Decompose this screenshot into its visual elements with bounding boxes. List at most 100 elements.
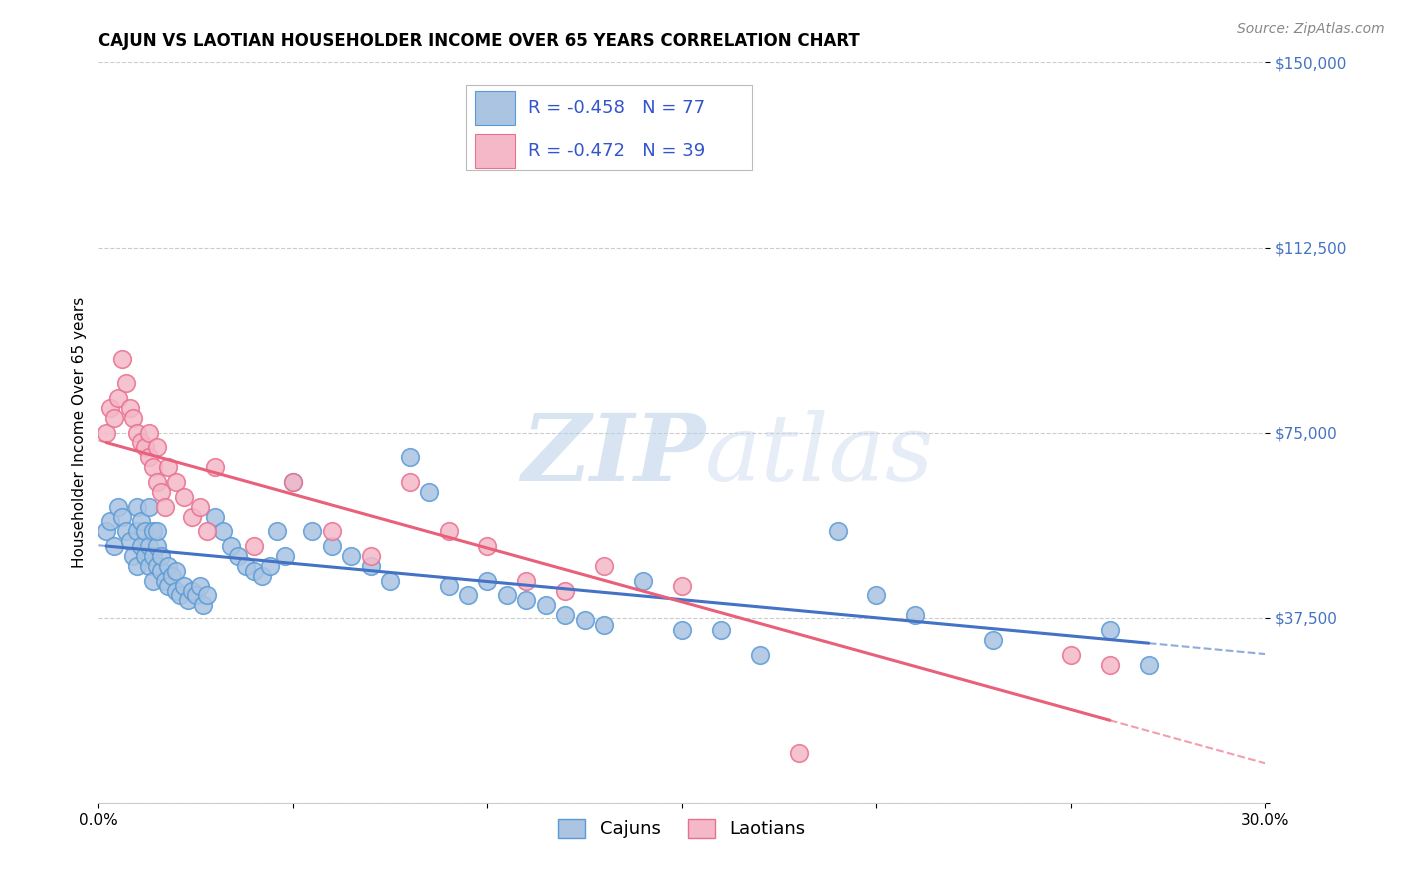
Text: R = -0.472   N = 39: R = -0.472 N = 39 bbox=[527, 143, 706, 161]
Point bbox=[142, 574, 165, 588]
Point bbox=[142, 460, 165, 475]
Point bbox=[904, 608, 927, 623]
FancyBboxPatch shape bbox=[475, 91, 515, 126]
Point bbox=[360, 549, 382, 563]
Point bbox=[111, 509, 134, 524]
Point bbox=[554, 583, 576, 598]
Point bbox=[146, 539, 169, 553]
Text: atlas: atlas bbox=[706, 409, 935, 500]
Point bbox=[827, 524, 849, 539]
Point bbox=[554, 608, 576, 623]
Point bbox=[134, 441, 156, 455]
Point bbox=[321, 539, 343, 553]
Point bbox=[195, 524, 218, 539]
Point bbox=[188, 579, 211, 593]
Point bbox=[138, 539, 160, 553]
Point bbox=[671, 623, 693, 637]
Point bbox=[122, 549, 145, 563]
Point bbox=[710, 623, 733, 637]
Point bbox=[111, 351, 134, 366]
Point bbox=[204, 460, 226, 475]
Point bbox=[180, 583, 202, 598]
Point bbox=[593, 558, 616, 573]
Point bbox=[259, 558, 281, 573]
Point bbox=[398, 450, 420, 465]
Point bbox=[748, 648, 770, 662]
Point bbox=[114, 524, 136, 539]
Point bbox=[138, 500, 160, 514]
Point bbox=[787, 747, 810, 761]
Point bbox=[321, 524, 343, 539]
Point bbox=[118, 401, 141, 415]
Point bbox=[360, 558, 382, 573]
Point bbox=[107, 500, 129, 514]
Point bbox=[96, 425, 118, 440]
Point bbox=[180, 509, 202, 524]
FancyBboxPatch shape bbox=[465, 85, 752, 169]
Point bbox=[146, 441, 169, 455]
Point bbox=[142, 549, 165, 563]
Point bbox=[184, 589, 207, 603]
Point bbox=[146, 524, 169, 539]
Point bbox=[169, 589, 191, 603]
Point bbox=[593, 618, 616, 632]
Point bbox=[250, 568, 273, 582]
Y-axis label: Householder Income Over 65 years: Householder Income Over 65 years bbox=[72, 297, 87, 568]
Point bbox=[173, 490, 195, 504]
Point bbox=[129, 435, 152, 450]
Point bbox=[153, 500, 176, 514]
Point bbox=[212, 524, 235, 539]
Point bbox=[477, 574, 499, 588]
Point bbox=[418, 484, 440, 499]
Text: ZIP: ZIP bbox=[522, 409, 706, 500]
Point bbox=[243, 539, 266, 553]
Point bbox=[153, 574, 176, 588]
Legend: Cajuns, Laotians: Cajuns, Laotians bbox=[551, 812, 813, 846]
Point bbox=[149, 484, 172, 499]
Point bbox=[266, 524, 288, 539]
Point bbox=[134, 549, 156, 563]
Text: R = -0.458   N = 77: R = -0.458 N = 77 bbox=[527, 99, 704, 118]
Point bbox=[281, 475, 304, 489]
Point bbox=[437, 524, 460, 539]
Point bbox=[165, 583, 187, 598]
Point bbox=[165, 475, 187, 489]
Point bbox=[162, 568, 184, 582]
Point bbox=[1137, 657, 1160, 672]
Point bbox=[129, 539, 152, 553]
Point bbox=[1098, 657, 1121, 672]
Point bbox=[127, 425, 149, 440]
Point bbox=[1098, 623, 1121, 637]
Point bbox=[235, 558, 257, 573]
Point bbox=[157, 558, 180, 573]
Point bbox=[228, 549, 250, 563]
Point bbox=[118, 534, 141, 549]
Point bbox=[127, 524, 149, 539]
Point bbox=[146, 475, 169, 489]
Point bbox=[340, 549, 363, 563]
Point bbox=[138, 558, 160, 573]
Point bbox=[138, 450, 160, 465]
Point bbox=[98, 401, 121, 415]
Point bbox=[457, 589, 479, 603]
Point bbox=[134, 524, 156, 539]
Point bbox=[281, 475, 304, 489]
Point bbox=[138, 425, 160, 440]
FancyBboxPatch shape bbox=[475, 135, 515, 169]
Point bbox=[103, 539, 125, 553]
Point bbox=[477, 539, 499, 553]
Point bbox=[496, 589, 519, 603]
Point bbox=[195, 589, 218, 603]
Point bbox=[380, 574, 402, 588]
Point bbox=[193, 599, 215, 613]
Point bbox=[103, 410, 125, 425]
Point bbox=[243, 564, 266, 578]
Point bbox=[219, 539, 242, 553]
Point bbox=[149, 564, 172, 578]
Point bbox=[127, 500, 149, 514]
Point bbox=[157, 460, 180, 475]
Point bbox=[157, 579, 180, 593]
Point bbox=[534, 599, 557, 613]
Point bbox=[142, 524, 165, 539]
Point bbox=[96, 524, 118, 539]
